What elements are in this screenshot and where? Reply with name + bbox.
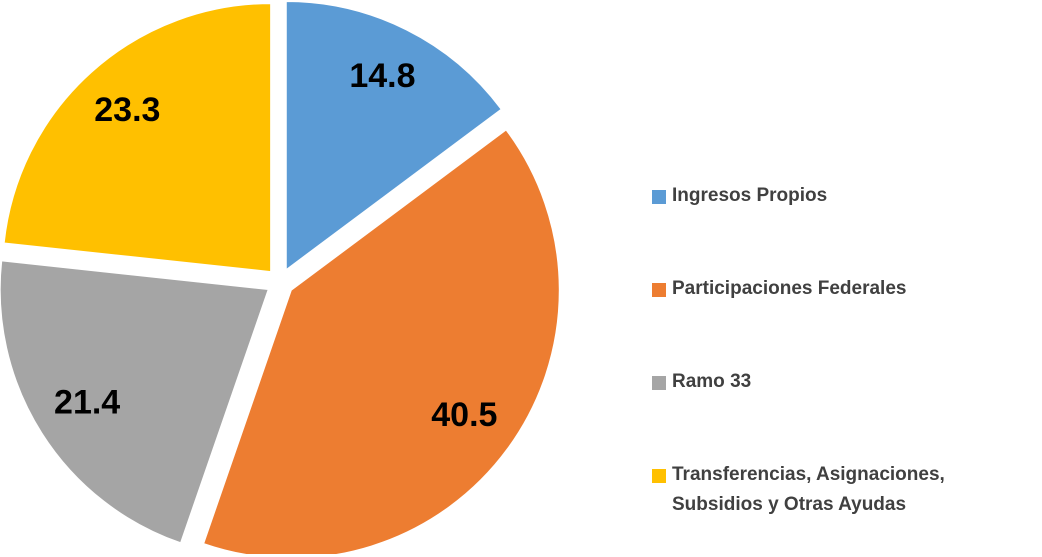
slice (203, 129, 560, 554)
data-label: 21.4 (54, 383, 120, 421)
legend-item: Participaciones Federales (652, 278, 1037, 371)
legend-swatch (652, 376, 666, 390)
legend-swatch (652, 469, 666, 483)
legend-swatch (652, 283, 666, 297)
legend-label: Ramo 33 (672, 371, 752, 392)
legend-label: Ingresos Propios (672, 185, 828, 206)
chart: 14.8 40.5 21.4 23.3 (0, 0, 560, 554)
legend-item: Ramo 33 (652, 371, 1037, 464)
legend-label: Participaciones Federales (672, 278, 907, 299)
data-label: 14.8 (349, 57, 415, 95)
legend: Ingresos Propios Participaciones Federale… (652, 185, 1037, 557)
data-label: 40.5 (431, 396, 497, 434)
slice (3, 3, 272, 273)
legend-label: Transferencias, Asignaciones, Subsidios … (672, 464, 945, 515)
legend-item: Transferencias, Asignaciones, Subsidios … (652, 464, 1037, 557)
slice (285, 0, 502, 271)
data-label: 23.3 (94, 91, 160, 129)
legend-item: Ingresos Propios (652, 185, 1037, 278)
legend-swatch (652, 190, 666, 204)
slice (0, 260, 269, 544)
